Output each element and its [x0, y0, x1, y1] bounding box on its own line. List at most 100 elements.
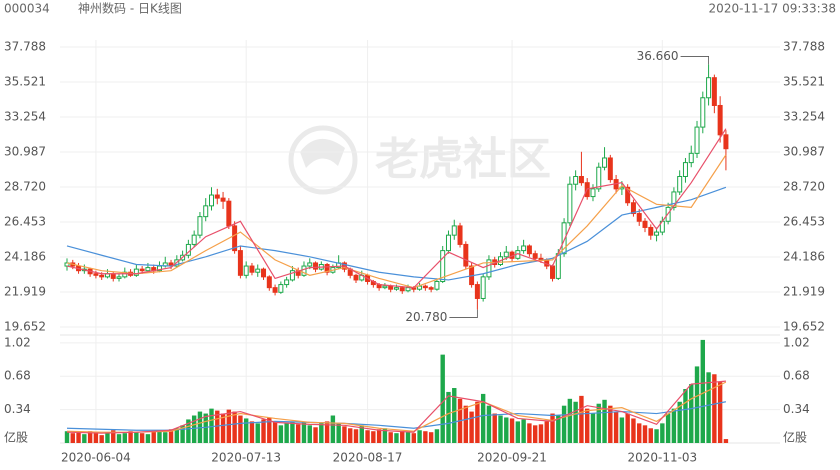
- ma-line: [66, 128, 727, 289]
- volume-bar: [168, 429, 174, 443]
- candle-body: [671, 191, 677, 208]
- candle-body: [677, 176, 683, 193]
- volume-bar: [654, 429, 659, 443]
- candle-body: [602, 157, 608, 168]
- volume-bar: [596, 403, 601, 443]
- y-tick-label-right: 24.186: [783, 250, 825, 264]
- candle-body: [93, 273, 99, 276]
- volume-bar: [677, 401, 682, 443]
- x-tick-label: 2020-08-17: [333, 451, 403, 465]
- candle-body: [526, 245, 532, 255]
- volume-bar: [631, 418, 636, 443]
- volume-bar: [446, 391, 451, 443]
- volume-bar: [105, 432, 110, 443]
- volume-bar: [180, 425, 185, 443]
- volume-bar: [122, 433, 127, 443]
- volume-bar: [388, 432, 393, 443]
- candle-body: [694, 126, 700, 154]
- volume-bar: [342, 426, 347, 443]
- y-tick-label-right: 30.987: [783, 145, 825, 159]
- volume-bar: [706, 372, 711, 443]
- candle-body: [654, 231, 660, 236]
- volume-bar: [365, 430, 370, 443]
- x-tick-label: 2020-07-13: [211, 451, 281, 465]
- candle-body: [706, 77, 712, 99]
- candle-body: [573, 176, 579, 185]
- volume-bar: [521, 419, 526, 443]
- volume-bar: [261, 419, 266, 443]
- y-tick-label-right: 28.720: [783, 180, 825, 194]
- y-tick-label: 24.186: [4, 250, 46, 264]
- volume-bar: [272, 421, 278, 443]
- volume-tick-label: 1.02: [4, 335, 31, 349]
- volume-bar: [480, 393, 486, 443]
- candle-body: [578, 176, 584, 184]
- volume-bar: [139, 433, 145, 443]
- volume-bar: [267, 417, 272, 443]
- candle-body: [428, 287, 434, 290]
- volume-bar: [70, 433, 75, 443]
- candle-body: [353, 274, 359, 281]
- volume-bar: [498, 415, 503, 443]
- volume-bar: [284, 423, 289, 443]
- volume-bar: [319, 423, 324, 443]
- volume-bar: [509, 418, 515, 443]
- candle-body: [313, 262, 319, 270]
- volume-bar: [532, 425, 538, 443]
- volume-bar: [683, 389, 688, 443]
- candle-body: [278, 284, 284, 293]
- volume-tick-label: 0.34: [4, 402, 31, 416]
- volume-bar: [411, 433, 416, 443]
- datetime: 2020-11-17 09:33:38: [709, 2, 836, 16]
- volume-bar: [613, 411, 619, 443]
- y-tick-label-right: 33.254: [783, 110, 825, 124]
- y-tick-label: 30.987: [4, 145, 46, 159]
- candle-body: [625, 186, 631, 204]
- volume-bar: [515, 421, 521, 443]
- candle-body: [203, 205, 209, 218]
- candle-body: [382, 285, 388, 289]
- stock-code: 000034: [4, 2, 50, 16]
- volume-bar: [394, 433, 399, 443]
- candle-body: [243, 265, 249, 276]
- volume-bar: [116, 434, 122, 443]
- volume-bar: [243, 418, 249, 443]
- volume-bar: [191, 415, 197, 443]
- volume-bar: [527, 423, 532, 443]
- candle-body: [445, 234, 451, 252]
- y-tick-label: 33.254: [4, 110, 46, 124]
- volume-bar: [475, 401, 480, 443]
- volume-bar: [238, 415, 243, 443]
- candle-body: [711, 77, 717, 106]
- volume-bar: [249, 421, 255, 443]
- volume-bar: [486, 405, 492, 443]
- y-tick-label: 26.453: [4, 215, 46, 229]
- annotation-label: 20.780: [405, 310, 447, 324]
- volume-bar: [452, 388, 457, 443]
- volume-bar: [585, 408, 590, 443]
- volume-bar: [330, 415, 336, 443]
- candle-body: [209, 194, 214, 207]
- ma-line: [66, 154, 727, 289]
- candle-body: [451, 225, 457, 236]
- x-tick-label: 2020-06-04: [61, 451, 131, 465]
- volume-bar: [694, 366, 700, 443]
- y-tick-label: 37.788: [4, 40, 46, 54]
- volume-bar: [290, 421, 295, 443]
- candle-body: [607, 157, 613, 181]
- volume-bar: [64, 431, 70, 443]
- volume-tick-label-right: 0.68: [783, 369, 810, 383]
- volume-bar: [608, 405, 613, 443]
- volume-bar: [111, 430, 116, 443]
- volume-bar: [128, 431, 133, 443]
- candle-body: [307, 262, 313, 267]
- volume-bar: [469, 411, 474, 443]
- volume-bar: [232, 411, 237, 443]
- volume-bar: [226, 409, 232, 443]
- y-tick-label: 21.919: [4, 285, 46, 299]
- watermark-logo: [288, 125, 358, 195]
- candle-body: [486, 259, 492, 278]
- volume-bar: [723, 439, 729, 443]
